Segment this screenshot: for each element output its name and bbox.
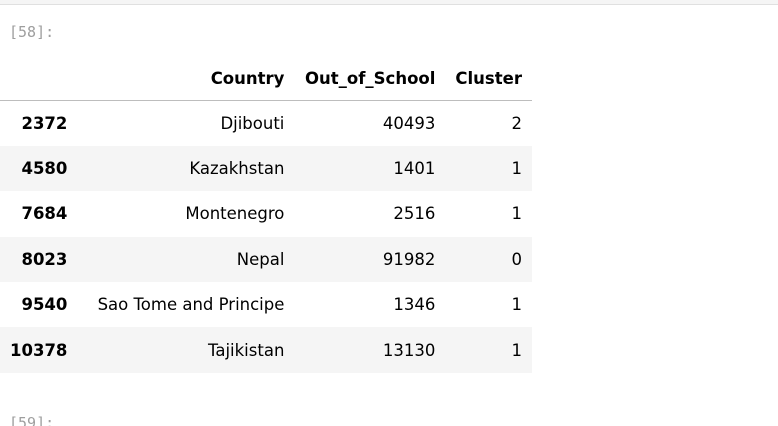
row-index: 4580 xyxy=(21,159,68,179)
table-row: 8023 Nepal 91982 0 xyxy=(0,236,532,283)
table-row: 4580 Kazakhstan 1401 1 xyxy=(0,145,532,192)
cell-cluster: 1 xyxy=(511,295,522,315)
next-cell-prompt: [59]: xyxy=(9,414,55,426)
column-header-out-of-school: Out_of_School xyxy=(294,56,446,101)
cell-cluster: 1 xyxy=(511,340,522,360)
cell-out-of-school: 1401 xyxy=(393,159,436,179)
cell-country: Nepal xyxy=(236,249,285,269)
cell-out-of-school: 13130 xyxy=(382,340,436,360)
cell-out-of-school: 91982 xyxy=(382,249,436,269)
table-row: 10378 Tajikistan 13130 1 xyxy=(0,327,532,373)
column-header-country: Country xyxy=(77,56,295,101)
cell-cluster: 1 xyxy=(511,159,522,179)
cell-country: Kazakhstan xyxy=(189,159,285,179)
index-header xyxy=(0,56,78,101)
row-index: 7684 xyxy=(21,204,68,224)
cell-country: Djibouti xyxy=(220,113,285,133)
row-index: 9540 xyxy=(21,295,68,315)
dataframe-table: Country Out_of_School Cluster 2372 Djibo… xyxy=(0,56,532,373)
cell-cluster: 1 xyxy=(511,204,522,224)
cell-cluster: 0 xyxy=(511,249,522,269)
previous-cell-edge[interactable] xyxy=(0,0,778,5)
execution-count-prompt: [58]: xyxy=(9,23,55,41)
cell-cluster: 2 xyxy=(511,113,522,133)
table-row: 7684 Montenegro 2516 1 xyxy=(0,191,532,236)
table-row: 2372 Djibouti 40493 2 xyxy=(0,101,532,146)
row-index: 8023 xyxy=(21,249,68,269)
cell-out-of-school: 40493 xyxy=(382,113,436,133)
table-row: 9540 Sao Tome and Principe 1346 1 xyxy=(0,282,532,327)
table-header-row: Country Out_of_School Cluster xyxy=(0,56,532,101)
cell-country: Montenegro xyxy=(185,204,285,224)
cell-country: Sao Tome and Principe xyxy=(97,295,285,315)
cell-out-of-school: 2516 xyxy=(393,204,436,224)
column-header-cluster: Cluster xyxy=(445,56,532,101)
row-index: 2372 xyxy=(21,113,68,133)
row-index: 10378 xyxy=(10,340,68,360)
cell-country: Tajikistan xyxy=(208,340,285,360)
cell-out-of-school: 1346 xyxy=(393,295,436,315)
